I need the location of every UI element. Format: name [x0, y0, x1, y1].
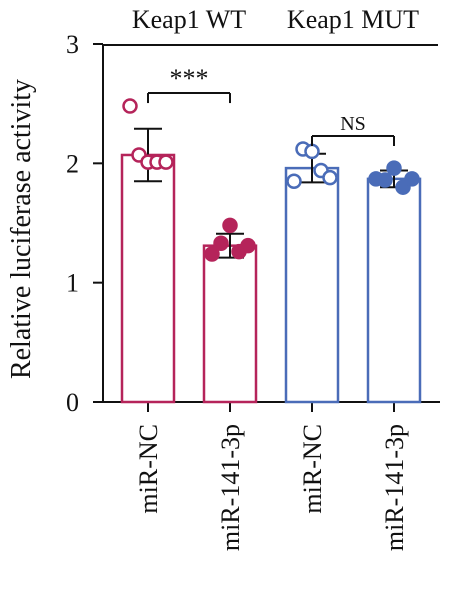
- data-point: [222, 217, 238, 234]
- bar: [202, 244, 258, 404]
- data-point: [386, 160, 402, 176]
- data-point: [404, 171, 420, 187]
- bar: [284, 166, 340, 404]
- y-tick-label: 3: [66, 30, 79, 59]
- group-label: Keap1 WT: [132, 5, 246, 34]
- significance-label: ***: [170, 64, 209, 93]
- category-label: miR-NC: [134, 424, 163, 514]
- y-tick-label: 0: [66, 388, 79, 417]
- data-point: [158, 154, 174, 170]
- labels: Keap1 WT miR-NC miR-141-3p *** Keap1 MUT miR-…: [104, 5, 438, 551]
- bar: [120, 153, 176, 404]
- data-point: [322, 169, 338, 186]
- y-axis-title: Relative luciferase activity: [6, 79, 37, 379]
- bar: [366, 177, 422, 404]
- bars: [120, 98, 422, 404]
- axes: 0 1 2 3 Relative luciferase activity: [6, 30, 440, 417]
- group-label: Keap1 MUT: [287, 5, 419, 34]
- y-tick-label: 2: [66, 149, 79, 178]
- data-point: [377, 172, 393, 188]
- y-tick-label: 1: [66, 269, 79, 298]
- data-point: [122, 98, 138, 114]
- category-label: miR-141-3p: [380, 424, 409, 551]
- data-point: [286, 173, 302, 189]
- data-point: [304, 143, 320, 160]
- significance-label: NS: [340, 113, 366, 135]
- data-point: [213, 235, 229, 252]
- category-label: miR-NC: [298, 424, 327, 514]
- data-point: [204, 246, 220, 262]
- category-label: miR-141-3p: [216, 424, 245, 551]
- data-point: [240, 237, 256, 254]
